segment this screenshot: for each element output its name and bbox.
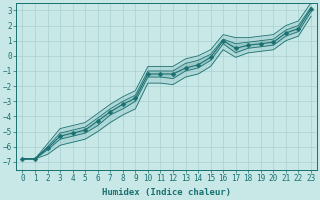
X-axis label: Humidex (Indice chaleur): Humidex (Indice chaleur) — [102, 188, 231, 197]
